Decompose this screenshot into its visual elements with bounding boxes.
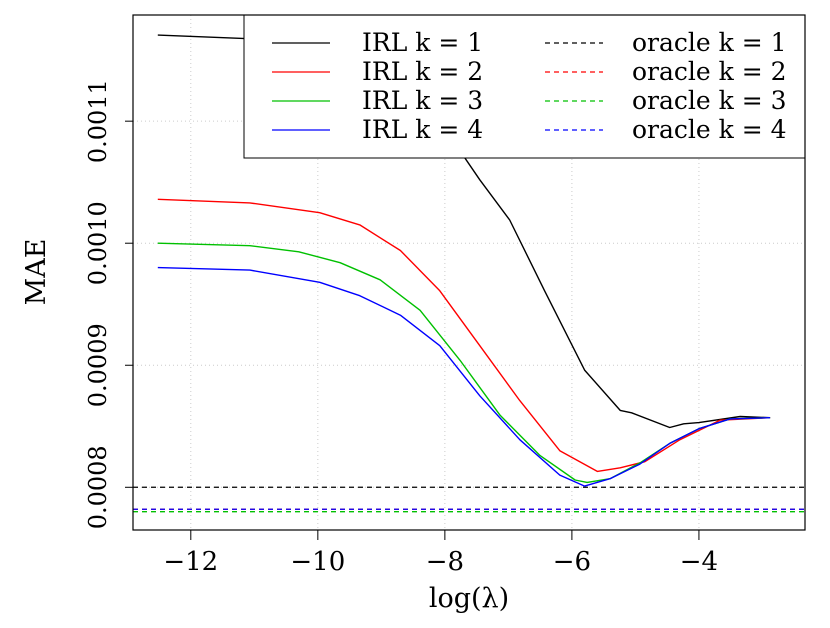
y-tick-label: 0.0008 bbox=[84, 445, 112, 529]
x-tick-label: −12 bbox=[163, 547, 218, 577]
x-axis-label: log(λ) bbox=[429, 583, 509, 614]
x-tick-label: −8 bbox=[426, 547, 464, 577]
legend-label: oracle k = 4 bbox=[632, 115, 787, 144]
series-lines bbox=[133, 34, 805, 513]
irl-line-k2 bbox=[157, 198, 771, 473]
x-tick-label: −10 bbox=[290, 547, 345, 577]
legend-label: oracle k = 1 bbox=[632, 28, 787, 57]
x-tick-label: −6 bbox=[553, 547, 591, 577]
legend-box bbox=[243, 14, 806, 159]
y-tick-label: 0.0010 bbox=[84, 201, 112, 285]
y-tick-label: 0.0011 bbox=[84, 79, 112, 163]
legend-label: IRL k = 4 bbox=[362, 115, 483, 144]
irl-line-k4 bbox=[157, 266, 771, 487]
legend-label: IRL k = 1 bbox=[362, 28, 483, 57]
plot-frame bbox=[132, 14, 806, 531]
legend-label: oracle k = 2 bbox=[632, 57, 787, 86]
legend-label: IRL k = 2 bbox=[362, 57, 483, 86]
x-tick-label: −4 bbox=[680, 547, 718, 577]
legend-label: IRL k = 3 bbox=[362, 86, 483, 115]
irl-line-k3 bbox=[157, 242, 771, 484]
y-tick-label: 0.0009 bbox=[84, 323, 112, 407]
axes: −12 −10 −8 −6 −4 0.0008 0.0009 0.0010 0.0011 bbox=[84, 79, 718, 577]
y-axis-label: MAE bbox=[21, 239, 52, 306]
legend-label: oracle k = 3 bbox=[632, 86, 787, 115]
